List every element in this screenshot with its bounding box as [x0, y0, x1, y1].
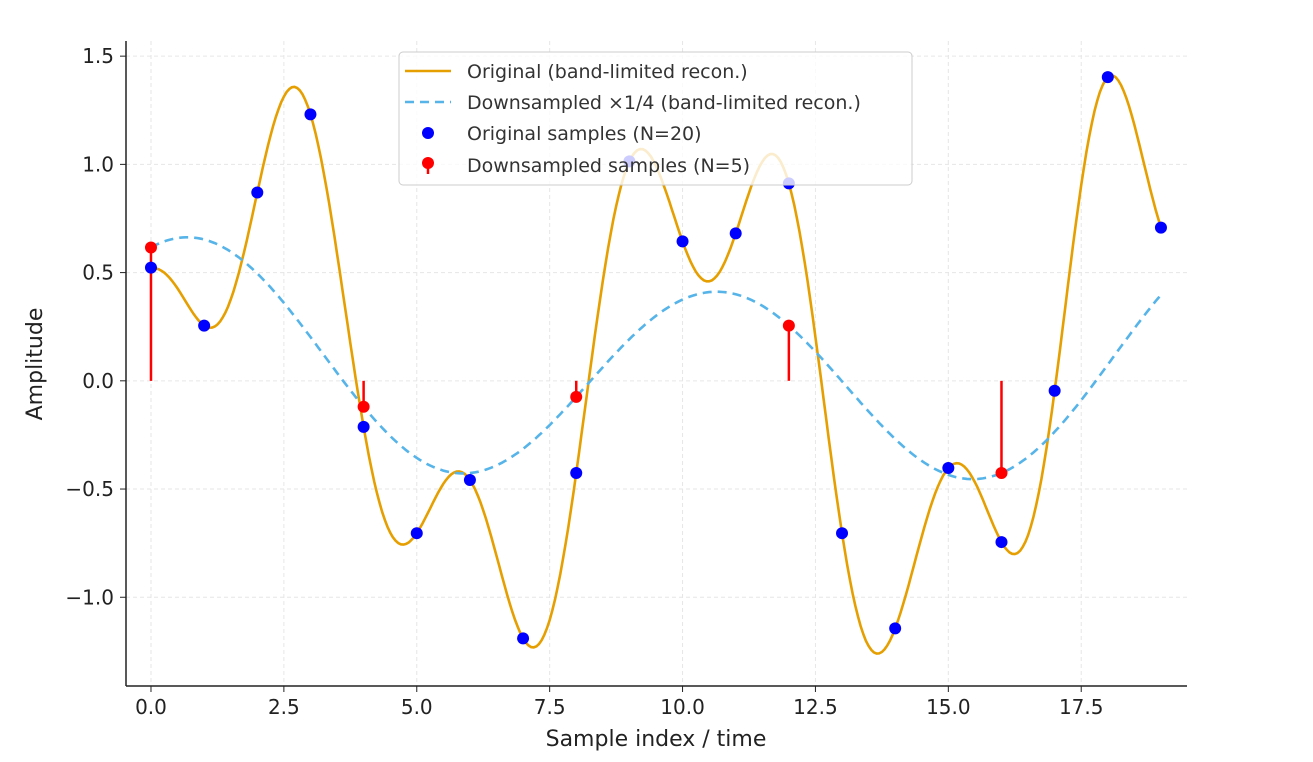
original-sample-point [836, 527, 849, 540]
y-tick-label: 1.5 [82, 44, 114, 68]
original-sample-point [251, 186, 264, 199]
original-sample-point [517, 632, 530, 645]
downsampled-sample-point [570, 390, 583, 403]
legend-label: Downsampled ×1/4 (band-limited recon.) [467, 92, 861, 114]
legend: Original (band-limited recon.) Downsample… [398, 51, 913, 186]
legend-label: Original (band-limited recon.) [467, 61, 748, 83]
downsampled-recon-line [150, 236, 1162, 481]
original-sample-point [357, 420, 370, 433]
y-tick-label: 0.0 [82, 369, 114, 393]
original-sample-point [995, 536, 1008, 549]
axes: 0.0 2.5 5.0 7.5 10.0 12.5 15.0 17.5 −1.0 −0.5 0.0 0… [65, 41, 1187, 719]
original-sample-point [198, 319, 211, 332]
y-tick-label: 0.5 [82, 261, 114, 285]
y-tick-label: −0.5 [65, 477, 114, 501]
original-sample-point [729, 227, 742, 240]
x-tick-label: 0.0 [135, 695, 167, 719]
x-axis-label: Sample index / time [546, 727, 767, 752]
legend-swatch-original-samples [422, 127, 434, 139]
original-sample-point [144, 261, 157, 274]
downsampled-sample-point [782, 319, 795, 332]
original-sample-point [942, 462, 955, 475]
original-sample-point [889, 622, 902, 635]
original-sample-point [304, 108, 317, 121]
x-tick-label: 10.0 [660, 695, 705, 719]
y-tick-label: −1.0 [65, 585, 114, 609]
original-sample-point [410, 527, 423, 540]
original-sample-point [1048, 384, 1061, 397]
x-tick-label: 17.5 [1059, 695, 1104, 719]
original-sample-point [1154, 221, 1167, 234]
legend-label: Original samples (N=20) [467, 123, 702, 145]
x-tick-label: 7.5 [534, 695, 566, 719]
y-tick-label: 1.0 [82, 152, 114, 176]
x-tick-label: 2.5 [268, 695, 300, 719]
original-sample-point [1101, 71, 1114, 84]
x-tick-label: 12.5 [793, 695, 838, 719]
legend-label: Downsampled samples (N=5) [467, 155, 750, 177]
legend-swatch-downsampled-samples [422, 157, 434, 169]
downsampled-sample-point [995, 467, 1008, 480]
legend-box [398, 51, 913, 186]
original-sample-point [676, 235, 689, 248]
original-sample-point [463, 473, 476, 486]
y-axis-label: Amplitude [23, 308, 48, 421]
x-tick-label: 5.0 [401, 695, 433, 719]
original-sample-point [570, 467, 583, 480]
x-tick-label: 15.0 [926, 695, 971, 719]
downsampled-sample-point [144, 241, 157, 254]
downsampled-sample-point [357, 400, 370, 413]
